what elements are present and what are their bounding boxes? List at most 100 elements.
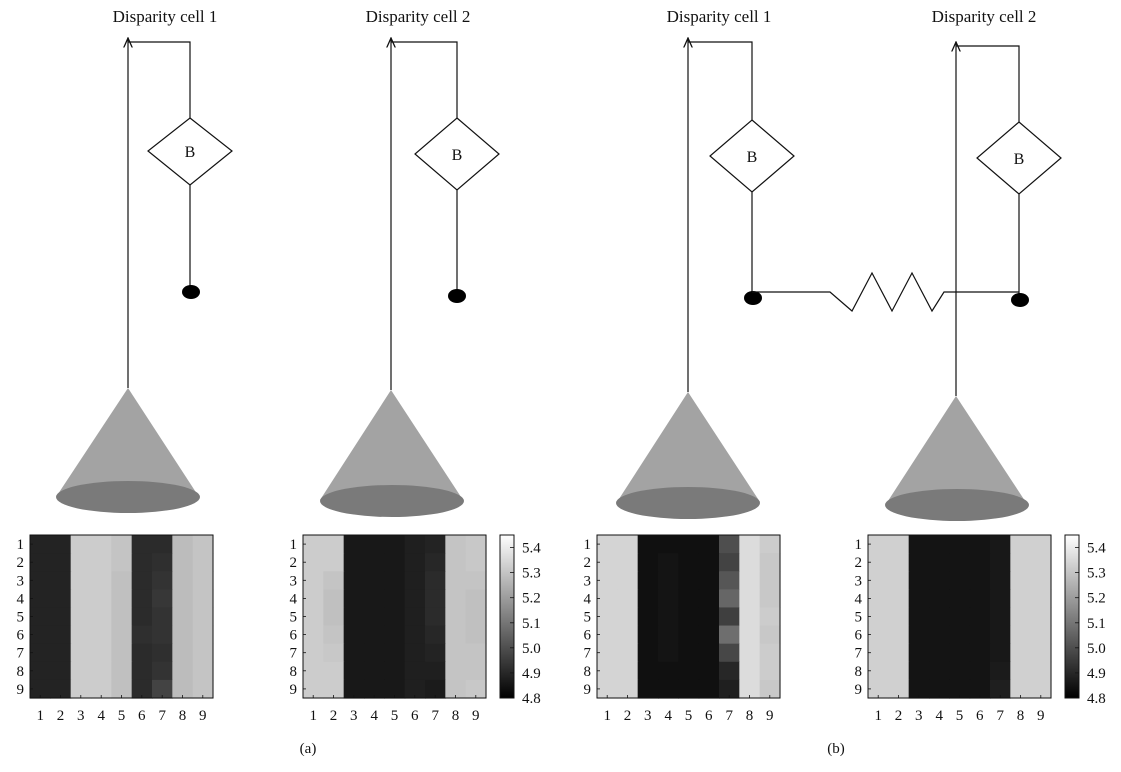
heatmap-cell xyxy=(465,553,487,572)
heatmap-cell xyxy=(152,553,173,572)
heatmap-cell xyxy=(597,571,618,590)
heatmap-cell xyxy=(91,643,112,663)
neuron-a1: B xyxy=(56,38,233,513)
colorbar-tick-label: 4.8 xyxy=(522,691,541,707)
heatmap-cell xyxy=(719,571,740,590)
column-tick-label: 2 xyxy=(895,708,903,724)
heatmap-cell xyxy=(637,679,659,699)
heatmap-cell xyxy=(192,571,214,590)
heatmap-cell xyxy=(172,607,194,627)
heatmap-cell xyxy=(131,643,153,663)
column-tick-label: 5 xyxy=(956,708,964,724)
heatmap-cell xyxy=(445,625,467,645)
heatmap-cell xyxy=(929,589,950,609)
heatmap-cell xyxy=(111,607,133,627)
row-tick-label: 7 xyxy=(855,646,863,662)
heatmap-cell xyxy=(759,679,781,699)
colorbar-tick-label: 5.1 xyxy=(1087,616,1106,632)
heatmap-cell xyxy=(323,535,345,554)
panel-label-b: (b) xyxy=(827,741,845,757)
heatmap-cell xyxy=(949,535,971,554)
heatmap-cell xyxy=(30,553,51,572)
heatmap-cell xyxy=(1030,643,1052,663)
b-label: B xyxy=(452,147,463,164)
column-tick-label: 3 xyxy=(350,708,358,724)
heatmap-cell xyxy=(949,553,971,572)
heatmap-cell xyxy=(949,643,971,663)
row-tick-label: 6 xyxy=(584,628,592,644)
row-tick-label: 4 xyxy=(17,591,25,607)
colorbar-tick-label: 4.9 xyxy=(1087,666,1106,682)
heatmap-cell xyxy=(404,589,426,609)
heatmap-cell xyxy=(908,679,930,699)
heatmap-cell xyxy=(908,553,930,572)
heatmap-cell xyxy=(949,661,971,681)
heatmap-cell xyxy=(678,643,700,663)
colorbar-tick-label: 5.3 xyxy=(1087,566,1106,582)
heatmap-cell xyxy=(658,607,679,627)
heatmap-cell xyxy=(192,553,214,572)
heatmap-cell xyxy=(678,535,700,554)
heatmap-cell xyxy=(739,679,761,699)
heatmap-cell xyxy=(739,661,761,681)
cone-body xyxy=(617,392,760,502)
row-tick-label: 1 xyxy=(290,537,298,553)
heatmap-cell xyxy=(678,571,700,590)
heatmap-cell xyxy=(425,643,446,663)
colorbar-b: 5.4 5.3 5.2 5.1 5.0 4.9 4.8 xyxy=(1064,534,1106,707)
colorbar-a: 5.4 5.3 5.2 5.1 5.0 4.9 4.8 xyxy=(499,534,541,707)
heatmap-cell xyxy=(969,643,991,663)
heatmap-cell xyxy=(131,571,153,590)
heatmap-cell xyxy=(990,625,1011,645)
heatmap-cell xyxy=(30,643,51,663)
heatmap-cell xyxy=(303,643,324,663)
heatmap-cell xyxy=(323,679,345,699)
heatmap-cell xyxy=(70,625,92,645)
row-tick-label: 8 xyxy=(855,664,863,680)
cone-body xyxy=(56,388,199,497)
heatmap-cell xyxy=(1030,571,1052,590)
heatmap-cell xyxy=(70,589,92,609)
heatmap-cell xyxy=(404,553,426,572)
row-tick-label: 5 xyxy=(290,610,298,626)
heatmap-cell xyxy=(343,679,365,699)
heatmap-cell xyxy=(698,535,720,554)
cone-base xyxy=(885,489,1029,521)
column-tick-label: 2 xyxy=(57,708,65,724)
heatmap-cell xyxy=(70,553,92,572)
heatmap-cell xyxy=(908,571,930,590)
heatmap-cell xyxy=(637,571,659,590)
heatmap-cell xyxy=(739,607,761,627)
heatmap-cell xyxy=(759,643,781,663)
heatmap-cell xyxy=(152,643,173,663)
heatmap-cell xyxy=(30,679,51,699)
heatmap-cell xyxy=(597,643,618,663)
row-tick-label: 2 xyxy=(290,555,298,571)
heatmap-cell xyxy=(30,535,51,554)
heatmap-cell xyxy=(172,589,194,609)
column-tick-label: 9 xyxy=(472,708,480,724)
heatmap-cell xyxy=(929,625,950,645)
heatmap-cell xyxy=(131,661,153,681)
column-tick-label: 3 xyxy=(644,708,652,724)
cone-base xyxy=(616,487,760,519)
heatmap-cell xyxy=(70,571,92,590)
row-tick-label: 1 xyxy=(17,537,25,553)
heatmap-cell xyxy=(70,643,92,663)
heatmap-cell xyxy=(617,625,639,645)
heatmap-cell xyxy=(929,571,950,590)
heatmap-cell xyxy=(888,679,910,699)
row-tick-label: 7 xyxy=(584,646,592,662)
heatmap-cell xyxy=(969,661,991,681)
row-tick-label: 8 xyxy=(584,664,592,680)
heatmap-cell xyxy=(91,571,112,590)
heatmap-cell xyxy=(404,607,426,627)
heatmap-cell xyxy=(364,589,385,609)
heatmap-cell xyxy=(111,535,133,554)
heatmap-cell xyxy=(759,607,781,627)
row-tick-label: 4 xyxy=(290,591,298,607)
colorbar-tick-label: 5.1 xyxy=(522,616,541,632)
heatmap-cell xyxy=(364,643,385,663)
heatmap-cell xyxy=(465,643,487,663)
